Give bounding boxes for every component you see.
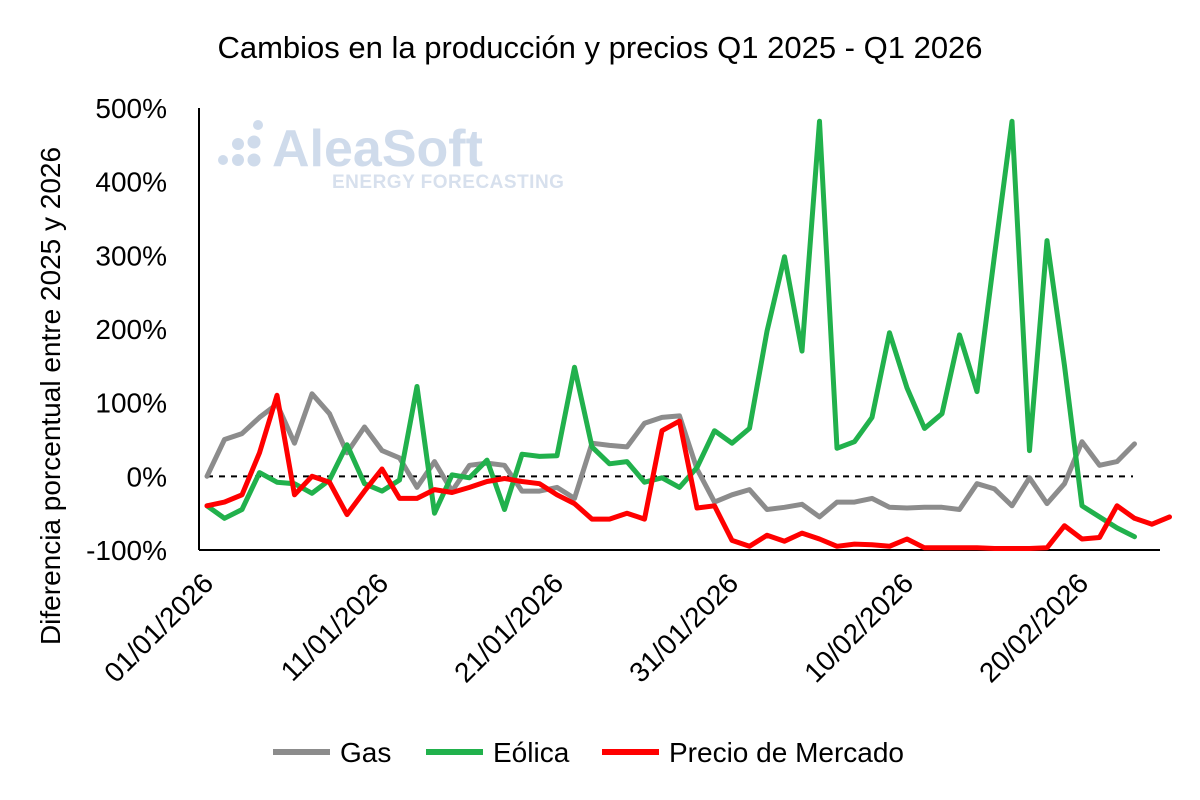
x-tick-label: 21/01/2026 bbox=[448, 567, 569, 688]
logo-dots-icon bbox=[218, 120, 263, 167]
legend-item-gas: Gas bbox=[273, 737, 391, 768]
y-tick-label: 300% bbox=[95, 240, 167, 271]
x-axis-ticks: 01/01/2026 11/01/2026 21/01/2026 31/01/2026… bbox=[98, 567, 1094, 688]
legend: Gas Eólica Precio de Mercado bbox=[273, 737, 904, 768]
y-axis-ticks: -100% 0% 100% 200% 300% 400% 500% bbox=[86, 93, 167, 566]
y-tick-label: -100% bbox=[86, 535, 167, 566]
x-tick-label: 10/02/2026 bbox=[798, 567, 919, 688]
series-line-eolica bbox=[204, 118, 1137, 540]
y-tick-label: 500% bbox=[95, 93, 167, 124]
y-tick-label: 0% bbox=[127, 461, 167, 492]
y-axis-title: Diferencia porcentual entre 2025 y 2026 bbox=[35, 147, 66, 645]
series-line-gas bbox=[204, 391, 1137, 520]
y-tick-label: 400% bbox=[95, 167, 167, 198]
x-tick-label: 11/01/2026 bbox=[275, 567, 395, 687]
legend-label-precio-de-mercado: Precio de Mercado bbox=[669, 737, 904, 768]
watermark-brand: AleaSoft bbox=[272, 120, 483, 178]
watermark-logo: AleaSoft ENERGY FORECASTING bbox=[218, 120, 564, 193]
legend-label-eolica: Eólica bbox=[493, 737, 570, 768]
watermark-tagline: ENERGY FORECASTING bbox=[332, 172, 564, 193]
x-tick-label: 20/02/2026 bbox=[973, 567, 1094, 688]
legend-item-eolica: Eólica bbox=[426, 737, 570, 768]
series-line-precio-de-mercado bbox=[204, 392, 1172, 551]
y-tick-label: 200% bbox=[95, 314, 167, 345]
series-layer bbox=[204, 118, 1172, 551]
chart-title: Cambios en la producción y precios Q1 20… bbox=[217, 30, 982, 65]
x-tick-label: 31/01/2026 bbox=[623, 567, 744, 688]
legend-item-precio: Precio de Mercado bbox=[602, 737, 904, 768]
legend-label-gas: Gas bbox=[340, 737, 391, 768]
y-tick-label: 100% bbox=[95, 388, 167, 419]
x-tick-label: 01/01/2026 bbox=[98, 567, 219, 688]
